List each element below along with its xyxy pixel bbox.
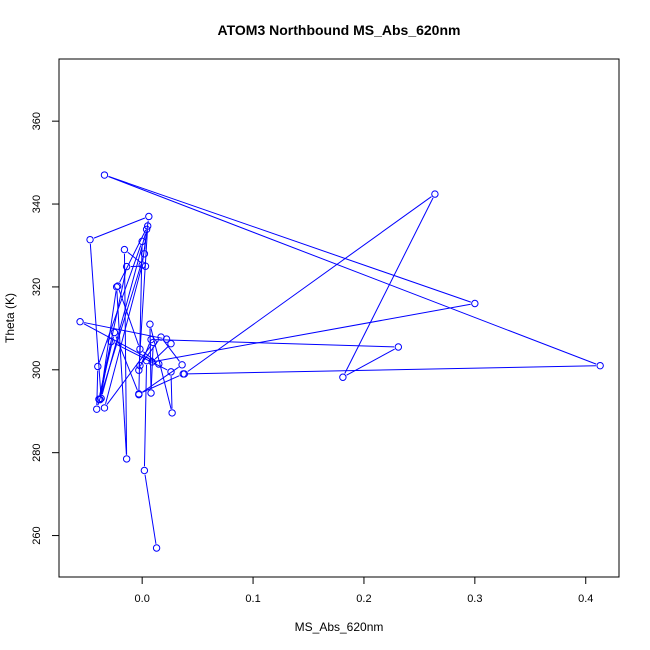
data-point: [394, 343, 403, 351]
series-line-segment: [108, 176, 597, 365]
data-point: [140, 250, 149, 258]
series-line-segment: [93, 217, 146, 239]
x-tick-label: 0.1: [245, 593, 260, 605]
series-line-segment: [105, 268, 142, 404]
chart-title: ATOM3 Northbound MS_Abs_620nm: [218, 22, 461, 38]
data-point: [95, 395, 103, 403]
data-point: [114, 282, 122, 290]
series-line-segment: [115, 336, 138, 391]
x-tick-label: 0.0: [135, 593, 150, 605]
y-axis-label: Theta (K): [3, 293, 17, 343]
data-point: [138, 261, 146, 269]
x-tick-label: 0.4: [578, 593, 593, 605]
y-tick-label: 320: [31, 278, 43, 296]
data-point: [180, 370, 189, 378]
data-point: [147, 389, 155, 397]
series-line-segment: [187, 196, 432, 372]
series-line-segment: [84, 322, 163, 339]
series-line-segment: [346, 348, 395, 376]
series-line-segment: [163, 340, 180, 362]
data-point: [596, 361, 604, 370]
data-point: [155, 360, 163, 368]
data-point: [148, 358, 156, 366]
y-tick-label: 260: [31, 526, 43, 544]
series-line-segment: [144, 474, 157, 544]
series-line-segment: [99, 270, 127, 396]
data-point: [93, 405, 101, 413]
series-line-segment: [138, 245, 143, 391]
data-point: [162, 335, 171, 343]
data-point: [339, 373, 347, 381]
series-line-segment: [344, 197, 434, 374]
data-point: [110, 328, 119, 337]
data-point: [141, 262, 150, 270]
x-axis-label: MS_Abs_620nm: [295, 620, 384, 634]
series-line-segment: [138, 230, 148, 367]
data-point: [138, 237, 146, 246]
data-point: [167, 339, 175, 348]
data-point: [147, 335, 155, 344]
data-point: [76, 318, 84, 326]
x-tick-label: 0.2: [356, 593, 371, 605]
data-point: [136, 361, 144, 370]
series-line-segment: [170, 376, 173, 409]
data-point: [94, 362, 102, 371]
data-point: [100, 404, 109, 412]
data-point: [431, 190, 439, 198]
y-tick-label: 360: [31, 112, 43, 130]
x-tick-label: 0.3: [467, 593, 482, 605]
data-point: [146, 320, 154, 328]
series-line-segment: [150, 328, 172, 409]
series-line-segment: [98, 245, 142, 363]
data-point: [122, 455, 131, 463]
y-tick-label: 340: [31, 195, 43, 213]
data-point: [178, 361, 186, 369]
series-line-segment: [143, 364, 148, 467]
series-line-segment: [142, 366, 179, 393]
data-point: [145, 212, 153, 221]
data-point: [471, 299, 479, 308]
data-point: [135, 390, 143, 398]
data-point: [107, 337, 115, 346]
series-line-segment: [123, 253, 128, 455]
series-line-segment: [114, 343, 168, 371]
data-point: [152, 544, 161, 552]
series-layer: [76, 171, 604, 552]
y-tick-label: 300: [31, 361, 43, 379]
data-point: [122, 262, 131, 271]
series-line-segment: [99, 336, 114, 396]
y-tick-label: 280: [31, 444, 43, 462]
data-point: [144, 222, 152, 230]
data-point: [142, 225, 151, 234]
series-line-segment: [154, 346, 169, 360]
series-line-segment: [118, 289, 140, 346]
series-line-segment: [108, 175, 472, 303]
data-point: [100, 171, 109, 179]
x-axis: 0.0 0.1 0.2 0.3 0.4: [135, 576, 593, 605]
series-line-segment: [142, 375, 180, 393]
data-point: [140, 466, 149, 475]
data-point: [142, 356, 151, 365]
series-line-segment: [127, 251, 143, 264]
data-point: [112, 283, 121, 291]
data-point: [167, 368, 175, 376]
series-line-segment: [139, 343, 150, 367]
series-line-segment: [150, 346, 154, 389]
data-point: [86, 235, 94, 244]
data-series: [76, 171, 604, 552]
data-point: [135, 366, 143, 374]
series-line-segment: [155, 339, 395, 348]
data-point: [120, 245, 129, 254]
series-line-segment: [187, 365, 596, 375]
y-axis: 260 280 300 320 340 360: [31, 112, 60, 545]
data-point: [136, 345, 144, 353]
series-line-segment: [149, 328, 152, 389]
data-point: [168, 409, 176, 417]
series-line-segment: [83, 323, 156, 363]
series-line-segment: [116, 291, 127, 455]
series-line-segment: [156, 303, 471, 362]
